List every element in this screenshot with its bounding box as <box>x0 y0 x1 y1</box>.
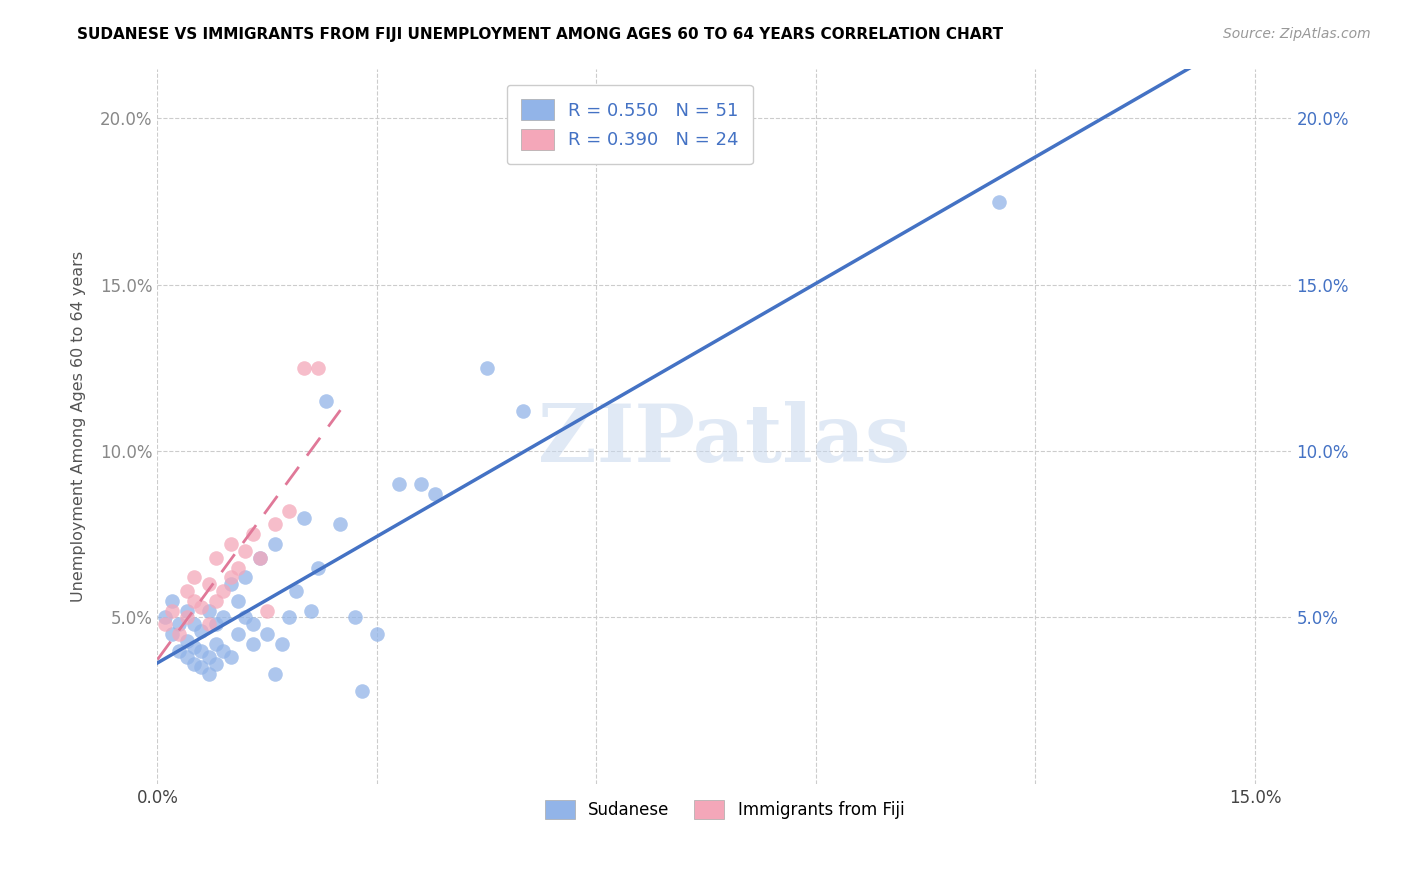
Point <box>256 627 278 641</box>
Text: SUDANESE VS IMMIGRANTS FROM FIJI UNEMPLOYMENT AMONG AGES 60 TO 64 YEARS CORRELAT: SUDANESE VS IMMIGRANTS FROM FIJI UNEMPLO… <box>77 27 1004 42</box>
Point <box>160 627 183 641</box>
Point <box>315 394 337 409</box>
Point <box>292 510 315 524</box>
Point <box>205 617 228 632</box>
Point <box>190 643 212 657</box>
Point <box>263 667 285 681</box>
Point <box>987 194 1010 209</box>
Point <box>183 657 205 671</box>
Point <box>183 617 205 632</box>
Point <box>249 550 271 565</box>
Text: Source: ZipAtlas.com: Source: ZipAtlas.com <box>1223 27 1371 41</box>
Point <box>160 594 183 608</box>
Point <box>183 570 205 584</box>
Point <box>197 650 219 665</box>
Point <box>176 650 198 665</box>
Point <box>197 667 219 681</box>
Point <box>197 577 219 591</box>
Point <box>263 537 285 551</box>
Point <box>212 643 235 657</box>
Point <box>307 560 329 574</box>
Point <box>205 637 228 651</box>
Point <box>205 594 228 608</box>
Point <box>233 570 256 584</box>
Point <box>352 683 374 698</box>
Point <box>278 610 301 624</box>
Point <box>233 610 256 624</box>
Point <box>270 637 292 651</box>
Point <box>285 583 308 598</box>
Point <box>278 504 301 518</box>
Point <box>233 544 256 558</box>
Point <box>190 660 212 674</box>
Point <box>219 650 242 665</box>
Point <box>197 604 219 618</box>
Point <box>183 594 205 608</box>
Point <box>176 610 198 624</box>
Legend: Sudanese, Immigrants from Fiji: Sudanese, Immigrants from Fiji <box>538 793 911 825</box>
Point <box>242 637 264 651</box>
Point <box>153 610 176 624</box>
Point <box>212 583 235 598</box>
Point <box>212 610 235 624</box>
Point <box>153 617 176 632</box>
Point <box>190 600 212 615</box>
Point <box>205 657 228 671</box>
Y-axis label: Unemployment Among Ages 60 to 64 years: Unemployment Among Ages 60 to 64 years <box>72 251 86 602</box>
Point <box>226 627 249 641</box>
Point <box>256 604 278 618</box>
Point <box>307 360 329 375</box>
Text: ZIPatlas: ZIPatlas <box>538 401 911 479</box>
Point <box>475 360 498 375</box>
Point <box>219 577 242 591</box>
Point <box>160 604 183 618</box>
Point <box>366 627 388 641</box>
Point <box>344 610 367 624</box>
Point <box>329 517 352 532</box>
Point <box>409 477 432 491</box>
Point <box>292 360 315 375</box>
Point <box>263 517 285 532</box>
Point <box>176 604 198 618</box>
Point <box>169 643 191 657</box>
Point <box>169 617 191 632</box>
Point <box>242 527 264 541</box>
Point <box>425 487 447 501</box>
Point <box>226 560 249 574</box>
Point <box>219 537 242 551</box>
Point <box>219 570 242 584</box>
Point <box>512 404 534 418</box>
Point <box>169 627 191 641</box>
Point <box>205 550 228 565</box>
Point <box>226 594 249 608</box>
Point <box>197 617 219 632</box>
Point <box>299 604 322 618</box>
Point <box>388 477 411 491</box>
Point <box>176 633 198 648</box>
Point <box>190 624 212 638</box>
Point <box>176 583 198 598</box>
Point <box>242 617 264 632</box>
Point <box>249 550 271 565</box>
Point <box>183 640 205 655</box>
